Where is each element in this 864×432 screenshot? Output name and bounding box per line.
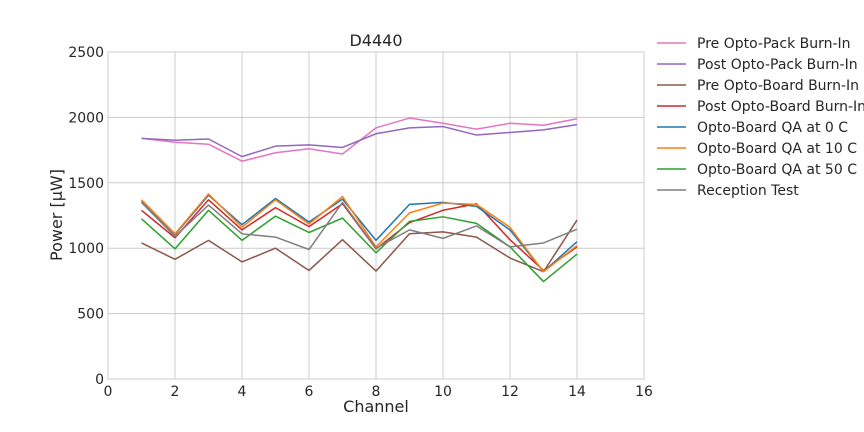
chart-title: D4440 xyxy=(349,31,402,50)
legend-label: Opto-Board QA at 10 C xyxy=(697,141,857,157)
legend-label: Reception Test xyxy=(697,183,799,199)
series-line-6 xyxy=(140,193,578,273)
y-tick-labels: 0 500 1000 1500 2000 2500 xyxy=(68,45,104,388)
legend-label: Post Opto-Pack Burn-In xyxy=(697,57,858,73)
legend-label: Pre Opto-Pack Burn-In xyxy=(697,36,851,52)
x-tick-label: 12 xyxy=(501,384,519,400)
series-lines xyxy=(140,117,578,283)
series-line-8 xyxy=(140,201,578,251)
x-tick-label: 2 xyxy=(171,384,180,400)
legend-label: Pre Opto-Board Burn-In xyxy=(697,78,859,94)
series-line-2 xyxy=(141,123,578,158)
x-tick-labels: 0 2 4 6 8 10 12 14 16 xyxy=(104,384,653,400)
x-tick-label: 6 xyxy=(305,384,314,400)
y-tick-label: 2000 xyxy=(68,110,104,126)
x-axis-label: Channel xyxy=(343,397,409,416)
series-line-3 xyxy=(141,219,578,273)
legend-label: Post Opto-Board Burn-In xyxy=(697,99,864,115)
y-axis-label: Power [µW] xyxy=(47,169,66,261)
x-tick-label: 8 xyxy=(372,384,381,400)
y-tick-label: 0 xyxy=(95,372,104,388)
legend-label: Opto-Board QA at 50 C xyxy=(697,162,857,178)
x-tick-label: 0 xyxy=(104,384,113,400)
legend-label: Opto-Board QA at 0 C xyxy=(697,120,848,136)
y-tick-label: 500 xyxy=(77,307,104,323)
y-tick-label: 1000 xyxy=(68,241,104,257)
x-tick-label: 4 xyxy=(238,384,247,400)
y-tick-label: 1500 xyxy=(68,176,104,192)
x-tick-label: 16 xyxy=(635,384,653,400)
x-tick-label: 10 xyxy=(434,384,452,400)
x-tick-label: 14 xyxy=(568,384,586,400)
grid xyxy=(107,51,645,380)
legend: Pre Opto-Pack Burn-In Post Opto-Pack Burn… xyxy=(657,36,864,199)
y-tick-label: 2500 xyxy=(68,45,104,61)
